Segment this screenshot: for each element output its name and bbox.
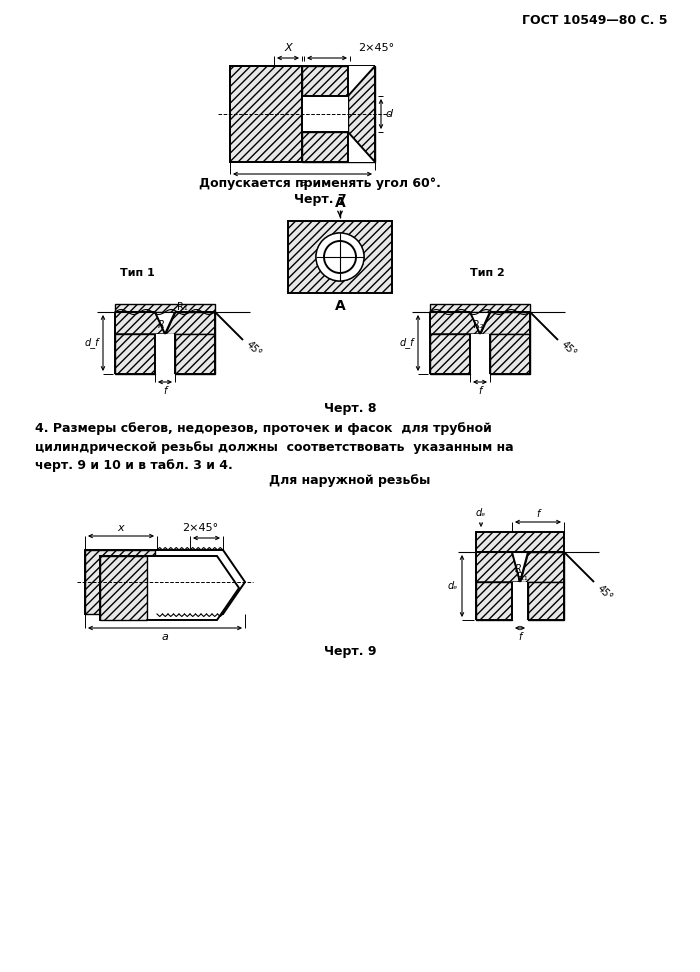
Polygon shape (302, 132, 348, 162)
Polygon shape (230, 66, 302, 162)
Polygon shape (490, 334, 530, 374)
Polygon shape (512, 552, 528, 582)
Polygon shape (348, 66, 375, 96)
Text: R₁: R₁ (517, 573, 527, 582)
Polygon shape (302, 66, 348, 96)
Polygon shape (85, 550, 155, 614)
Text: Для наружной резьбы: Для наружной резьбы (270, 474, 430, 487)
Text: 45°: 45° (595, 583, 614, 603)
Text: f: f (478, 386, 482, 396)
Polygon shape (85, 550, 245, 614)
Polygon shape (100, 556, 239, 620)
Text: R: R (158, 320, 164, 330)
Text: Тип 2: Тип 2 (470, 268, 505, 278)
Polygon shape (288, 221, 392, 293)
Polygon shape (430, 312, 480, 334)
Text: 45°: 45° (244, 339, 263, 358)
Text: ГОСТ 10549—80 С. 5: ГОСТ 10549—80 С. 5 (522, 14, 668, 27)
Text: 2×45°: 2×45° (182, 523, 218, 533)
Text: Тип 1: Тип 1 (120, 268, 155, 278)
Bar (470, 334, 490, 374)
Text: R₁: R₁ (177, 302, 188, 312)
Text: R: R (514, 564, 522, 573)
Text: dₑ: dₑ (447, 581, 458, 591)
Polygon shape (480, 312, 530, 334)
Text: Черт. 8: Черт. 8 (323, 402, 377, 415)
Text: A: A (335, 299, 345, 313)
Text: f: f (518, 632, 522, 642)
Text: 4. Размеры сбегов, недорезов, проточек и фасок  для трубной
цилиндрической резьб: 4. Размеры сбегов, недорезов, проточек и… (35, 422, 514, 472)
Polygon shape (520, 552, 564, 582)
Text: Черт. 9: Черт. 9 (323, 645, 377, 658)
Polygon shape (175, 334, 215, 374)
Text: a: a (162, 632, 169, 642)
Polygon shape (165, 312, 215, 334)
Polygon shape (115, 334, 155, 374)
Polygon shape (476, 532, 564, 552)
Circle shape (324, 241, 356, 273)
Polygon shape (430, 304, 530, 312)
Polygon shape (476, 582, 512, 620)
Text: a: a (299, 178, 306, 188)
Text: d: d (385, 109, 392, 119)
Circle shape (316, 233, 364, 281)
Polygon shape (528, 582, 564, 620)
Text: 2×45°: 2×45° (358, 43, 394, 53)
Text: d_f: d_f (85, 337, 99, 348)
Bar (512, 582, 528, 620)
Text: R₂: R₂ (473, 320, 484, 330)
Text: dₑ: dₑ (476, 508, 486, 518)
Text: x: x (118, 523, 125, 533)
Polygon shape (348, 66, 375, 162)
Polygon shape (100, 556, 147, 620)
Text: 45°: 45° (559, 339, 578, 358)
Text: f: f (163, 386, 167, 396)
Text: A: A (335, 196, 345, 210)
Polygon shape (476, 552, 520, 582)
Text: f: f (536, 509, 540, 519)
Text: Черт. 7: Черт. 7 (294, 193, 346, 206)
Polygon shape (470, 312, 490, 334)
Circle shape (316, 233, 364, 281)
Polygon shape (155, 312, 175, 334)
Polygon shape (430, 334, 470, 374)
Bar (155, 334, 175, 374)
Text: Допускается применять угол 60°.: Допускается применять угол 60°. (199, 177, 441, 190)
Polygon shape (348, 132, 375, 162)
Bar (302, 96, 348, 132)
Polygon shape (115, 304, 215, 312)
Text: X: X (284, 43, 292, 53)
Text: d_f: d_f (400, 337, 414, 348)
Polygon shape (115, 312, 165, 334)
